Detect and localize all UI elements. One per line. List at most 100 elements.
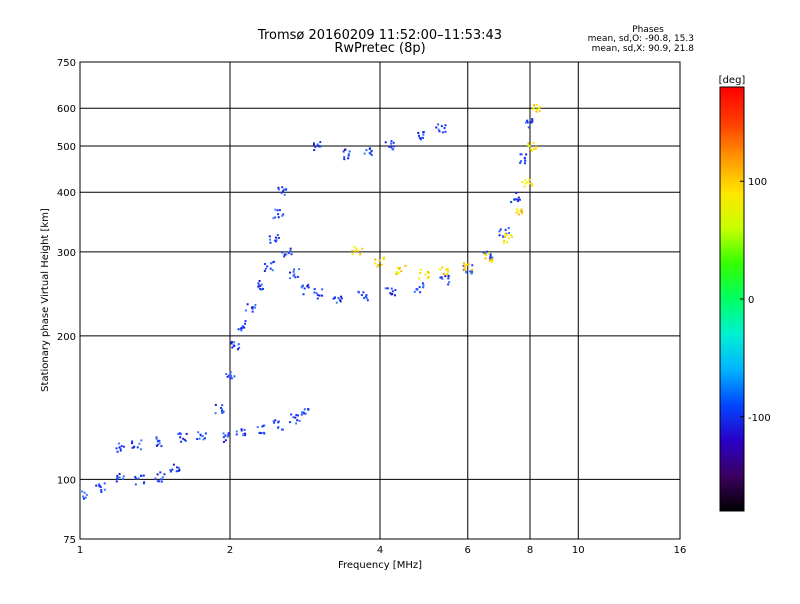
point-x-mode: [463, 269, 466, 272]
point-o-mode: [491, 256, 494, 259]
point-o-mode: [448, 281, 451, 284]
point-o-mode: [339, 300, 342, 303]
point-o-mode: [394, 294, 397, 297]
point-x-mode: [441, 266, 444, 269]
point-o-mode: [316, 143, 319, 146]
point-o-mode: [184, 439, 187, 442]
point-o-mode: [224, 439, 227, 442]
point-o-mode: [416, 288, 419, 291]
point-o-mode: [229, 374, 232, 377]
point-o-mode: [175, 470, 178, 473]
point-o-mode: [318, 294, 321, 297]
point-o-mode: [525, 153, 528, 156]
point-x-mode: [506, 233, 509, 236]
point-x-mode: [445, 273, 448, 276]
point-o-mode: [357, 290, 360, 293]
point-x-mode: [355, 247, 358, 250]
point-o-mode: [226, 375, 229, 378]
point-x-mode: [504, 235, 507, 238]
point-o-mode: [242, 433, 245, 436]
point-o-mode: [437, 123, 440, 126]
point-o-mode: [263, 269, 266, 272]
point-o-mode: [290, 253, 293, 256]
point-x-mode: [467, 263, 470, 266]
point-x-mode: [509, 233, 512, 236]
point-x-mode: [483, 253, 486, 256]
point-x-mode: [462, 261, 465, 264]
point-o-mode: [469, 270, 472, 273]
point-o-mode: [390, 146, 393, 149]
point-o-mode: [158, 480, 161, 483]
point-x-mode: [528, 178, 531, 181]
point-o-mode: [235, 430, 238, 433]
point-x-mode: [532, 147, 535, 150]
point-x-mode: [530, 149, 533, 152]
point-o-mode: [365, 149, 368, 152]
point-x-mode: [374, 258, 377, 261]
point-x-mode: [426, 270, 429, 273]
point-x-mode: [528, 145, 531, 148]
point-o-mode: [274, 419, 277, 422]
point-o-mode: [155, 436, 158, 439]
point-o-mode: [384, 141, 387, 144]
point-o-mode: [368, 147, 371, 150]
point-x-mode: [535, 103, 538, 106]
stats-title: Phases: [632, 25, 664, 35]
point-o-mode: [390, 287, 393, 290]
point-o-mode: [422, 286, 425, 289]
point-o-mode: [256, 426, 259, 429]
point-o-mode: [507, 227, 510, 230]
point-x-mode: [397, 271, 400, 274]
point-o-mode: [526, 119, 529, 122]
point-o-mode: [274, 216, 277, 219]
point-o-mode: [360, 294, 363, 297]
point-o-mode: [389, 292, 392, 295]
colorbar-label: [deg]: [719, 75, 746, 86]
colorbar-tick-label: 100: [748, 177, 767, 188]
point-o-mode: [244, 309, 247, 312]
point-o-mode: [156, 480, 159, 483]
x-tick-label: 6: [465, 545, 471, 556]
point-o-mode: [142, 482, 145, 485]
point-o-mode: [444, 124, 447, 127]
x-tick-label: 1: [77, 545, 83, 556]
point-o-mode: [277, 421, 280, 424]
point-o-mode: [143, 481, 146, 484]
point-o-mode: [337, 296, 340, 299]
point-o-mode: [160, 445, 163, 448]
point-x-mode: [517, 209, 520, 212]
point-o-mode: [84, 496, 87, 499]
point-o-mode: [273, 421, 276, 424]
point-o-mode: [422, 131, 425, 134]
point-o-mode: [229, 377, 232, 380]
point-o-mode: [303, 412, 306, 415]
point-x-mode: [502, 242, 505, 245]
point-o-mode: [254, 303, 257, 306]
point-o-mode: [489, 255, 492, 258]
point-o-mode: [178, 468, 181, 471]
point-o-mode: [225, 372, 228, 375]
point-o-mode: [131, 440, 134, 443]
point-x-mode: [534, 148, 537, 151]
point-o-mode: [271, 261, 274, 264]
y-axis-ticks: 75 100 200 300 400 500 600 750: [57, 58, 76, 546]
point-o-mode: [122, 475, 125, 478]
point-o-mode: [447, 275, 450, 278]
point-o-mode: [289, 277, 292, 280]
point-x-mode: [427, 272, 430, 275]
point-o-mode: [134, 483, 137, 486]
point-o-mode: [288, 421, 291, 424]
point-o-mode: [262, 287, 265, 290]
point-o-mode: [508, 232, 511, 235]
point-o-mode: [340, 297, 343, 300]
point-o-mode: [462, 264, 465, 267]
point-o-mode: [272, 217, 275, 220]
point-o-mode: [523, 157, 526, 160]
point-o-mode: [498, 230, 501, 233]
point-o-mode: [199, 433, 202, 436]
point-o-mode: [316, 294, 319, 297]
point-o-mode: [292, 274, 295, 277]
point-o-mode: [292, 270, 295, 273]
point-o-mode: [156, 443, 159, 446]
